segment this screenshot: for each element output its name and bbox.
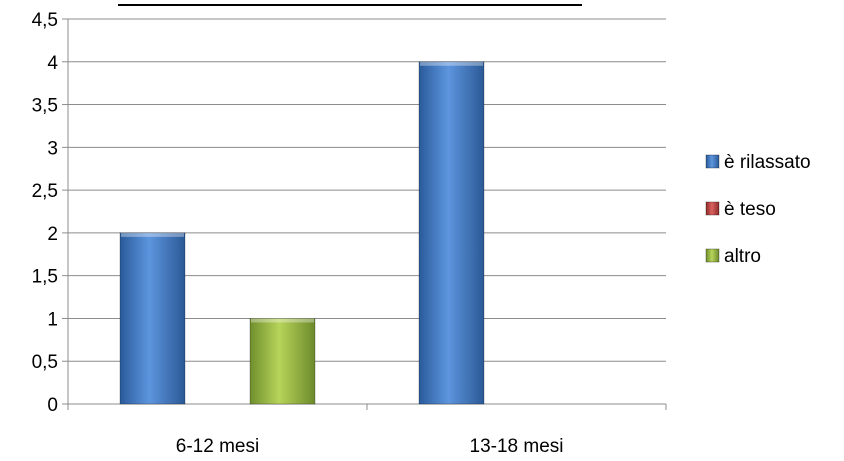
x-category-label: 6-12 mesi (176, 436, 259, 457)
bar-2-0 (249, 317, 316, 405)
legend-swatch (705, 248, 720, 263)
y-tick-label: 3,5 (32, 96, 58, 117)
bar-highlight (251, 318, 314, 323)
y-tick-label: 4,5 (32, 10, 58, 31)
x-category-label: 13-18 mesi (470, 436, 564, 457)
y-tick-label: 0,5 (32, 352, 58, 373)
y-tick-label: 2,5 (32, 181, 58, 202)
legend: è rilassato è teso altro (705, 152, 811, 267)
y-axis-ticks: 0 0,5 1 1,5 2 2,5 3 3,5 4 4,5 (32, 10, 68, 416)
legend-swatch (705, 201, 720, 216)
legend-label: è teso (724, 199, 776, 220)
x-axis-labels: 6-12 mesi 13-18 mesi (176, 436, 564, 457)
y-tick-label: 1 (47, 309, 58, 330)
y-tick-label: 1,5 (32, 267, 58, 288)
legend-swatch (705, 154, 720, 169)
bar-0-0 (119, 232, 186, 405)
bar-highlight (420, 61, 483, 66)
bar-0-1 (418, 61, 485, 405)
legend-label: è rilassato (724, 152, 811, 173)
y-tick-label: 4 (47, 53, 58, 74)
y-tick-label: 3 (47, 138, 58, 159)
y-tick-label: 2 (47, 224, 58, 245)
y-tick-label: 0 (47, 395, 58, 416)
bar-highlight (121, 232, 184, 237)
bars (119, 61, 485, 405)
legend-label: altro (724, 246, 761, 267)
